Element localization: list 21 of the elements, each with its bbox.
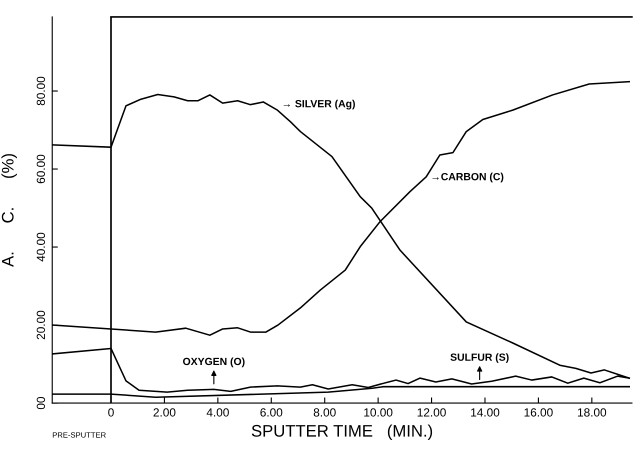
annotation: OXYGEN (O) <box>183 357 245 368</box>
y-tick-label: 80.00 <box>36 76 46 106</box>
x-tick-label: 0 <box>108 408 114 417</box>
y-tick-label: 60.00 <box>36 154 46 184</box>
x-tick-label: 2.00 <box>154 408 176 417</box>
x-axis-title: SPUTTER TIME (MIN.) <box>252 424 432 440</box>
y-tick-label: 20.00 <box>36 310 46 340</box>
x-tick-label: 18.00 <box>578 408 606 417</box>
y-tick-label: 00 <box>36 396 46 410</box>
annotation: → SILVER (Ag) <box>284 100 355 110</box>
x-tick-label: 4.00 <box>206 408 229 417</box>
annotation: SULFUR (S) <box>450 353 509 363</box>
x-tick-label: 10.00 <box>364 408 392 417</box>
y-tick-label: 40.00 <box>36 232 46 262</box>
y-axis-title: A. C. (%) <box>1 154 17 267</box>
x-tick-label: 6.00 <box>260 408 282 417</box>
x-tick-label: 12.00 <box>418 408 446 417</box>
x-tick-label: 16.00 <box>524 408 553 417</box>
x-tick-label: 8.00 <box>314 408 336 417</box>
annotation: →CARBON (C) <box>432 172 504 182</box>
x-tick-label: 14.00 <box>471 408 500 417</box>
